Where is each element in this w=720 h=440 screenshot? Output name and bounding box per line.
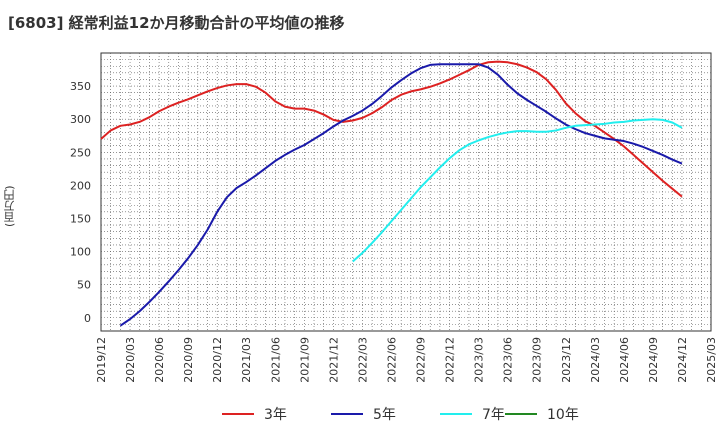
x-tick-label: 2021/03 — [240, 337, 253, 383]
x-tick-label: 2019/12 — [95, 337, 108, 383]
x-tick-label: 2023/06 — [502, 337, 515, 383]
x-tick-label: 2024/09 — [647, 337, 660, 383]
x-tick-label: 2020/09 — [182, 337, 195, 383]
x-tick-label: 2023/09 — [531, 337, 544, 383]
series-line-5年 — [119, 63, 683, 327]
legend-label: 3年 — [264, 407, 287, 423]
x-tick-label: 2020/12 — [211, 337, 224, 383]
x-tick-label: 2020/03 — [124, 337, 137, 383]
plot-area — [100, 52, 712, 332]
series-lines — [100, 60, 683, 327]
y-tick-label: 0 — [84, 312, 91, 325]
x-tick-label: 2021/12 — [327, 337, 340, 383]
y-tick-label: 350 — [70, 80, 91, 93]
x-axis-ticks: 2019/12 2020/03 2020/06 2020/09 2020/12 2021/… — [95, 337, 718, 383]
y-tick-label: 200 — [70, 179, 91, 192]
y-tick-label: 150 — [70, 212, 91, 225]
legend-label: 7年 — [482, 407, 505, 423]
x-tick-label: 2022/12 — [444, 337, 457, 383]
chart-title: [6803] 経常利益12か月移動合計の平均値の推移 — [8, 14, 345, 32]
legend: 3年 5年 7年 10年 — [222, 407, 579, 423]
x-tick-label: 2024/12 — [676, 337, 689, 383]
legend-label: 10年 — [547, 407, 579, 423]
y-tick-label: 100 — [70, 246, 91, 259]
x-tick-label: 2020/06 — [153, 337, 166, 383]
x-tick-label: 2024/06 — [618, 337, 631, 383]
y-tick-label: 250 — [70, 146, 91, 159]
x-tick-label: 2025/03 — [705, 337, 718, 383]
x-tick-label: 2022/03 — [356, 337, 369, 383]
y-tick-label: 300 — [70, 113, 91, 126]
series-line-7年 — [352, 118, 683, 263]
x-tick-label: 2023/03 — [473, 337, 486, 383]
y-tick-label: 50 — [77, 279, 91, 292]
x-tick-label: 2023/12 — [560, 337, 573, 383]
grid — [101, 53, 711, 331]
legend-label: 5年 — [373, 407, 396, 423]
series-line-3年 — [100, 60, 683, 198]
x-tick-label: 2022/09 — [415, 337, 428, 383]
y-axis-ticks: 0 50 100 150 200 250 300 350 — [70, 80, 91, 325]
x-tick-label: 2022/06 — [385, 337, 398, 383]
x-tick-label: 2021/06 — [269, 337, 282, 383]
x-tick-label: 2021/09 — [298, 337, 311, 383]
x-tick-label: 2024/03 — [589, 337, 602, 383]
